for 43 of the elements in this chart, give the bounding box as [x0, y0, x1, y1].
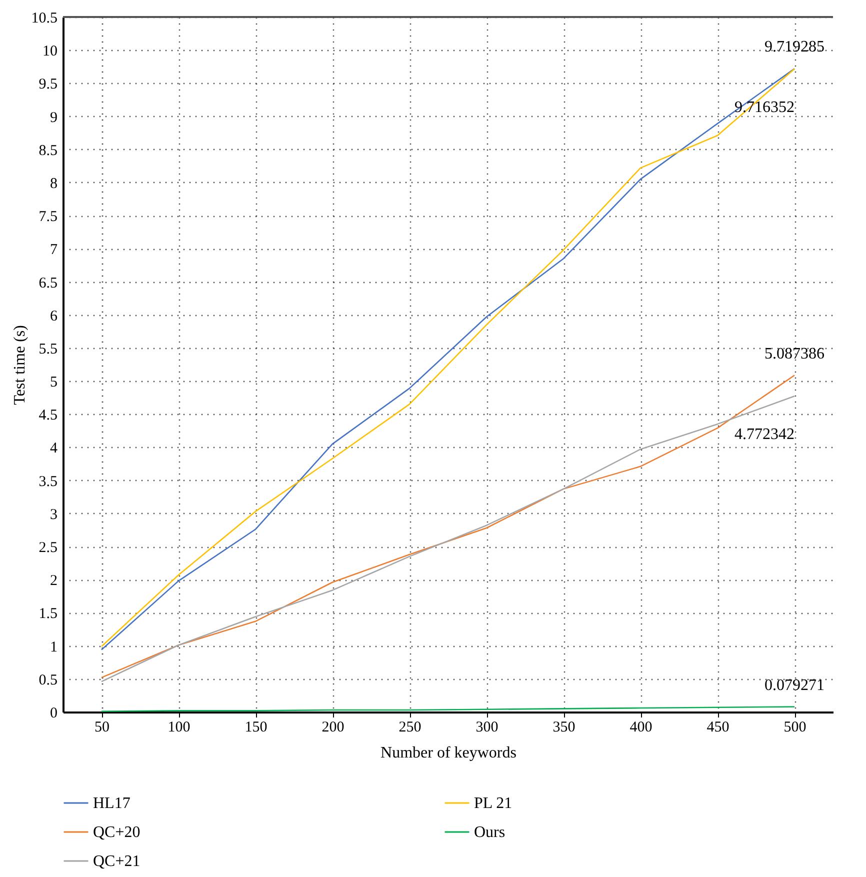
x-tick-label: 450	[706, 720, 730, 736]
y-tick-label: 3.5	[38, 474, 58, 490]
y-tick-label: 10	[42, 44, 58, 60]
y-tick-label: 10.5	[31, 10, 58, 26]
y-axis-title: Test time (s)	[11, 325, 28, 405]
data-label: 4.772342	[734, 426, 794, 444]
data-label: 0.079271	[764, 676, 824, 694]
x-tick-label: 300	[476, 720, 498, 736]
y-tick-label: 1	[50, 639, 58, 656]
legend-label: PL 21	[474, 795, 512, 812]
x-tick-label: 400	[630, 720, 652, 736]
y-tick-label: 2.5	[38, 540, 58, 556]
x-axis-title: Number of keywords	[380, 744, 516, 762]
y-tick-label: 2	[50, 573, 58, 590]
y-tick-label: 4.5	[38, 408, 58, 424]
y-tick-label: 7	[50, 242, 58, 258]
y-tick-label: 6.5	[38, 275, 58, 292]
data-label: 9.719285	[764, 38, 824, 56]
x-tick-label: 100	[168, 720, 190, 736]
y-tick-label: 8	[50, 176, 58, 192]
x-tick-label: 250	[398, 720, 422, 736]
legend-label: QC+21	[93, 853, 140, 870]
y-tick-label: 5.5	[38, 341, 58, 358]
y-tick-label: 9.5	[38, 76, 58, 93]
y-tick-label: 3	[50, 506, 58, 523]
x-tick-label: 200	[322, 720, 344, 736]
y-tick-label: 6	[50, 308, 58, 324]
y-tick-label: 4	[50, 440, 58, 457]
legend-label: Ours	[474, 824, 506, 841]
x-tick-label: 500	[784, 720, 806, 736]
x-tick-label: 50	[94, 720, 110, 736]
x-tick-label: 150	[244, 720, 268, 736]
x-tick-label: 350	[552, 720, 576, 736]
y-tick-label: 0.5	[38, 672, 58, 688]
y-tick-label: 1.5	[38, 606, 58, 622]
y-tick-label: 7.5	[38, 209, 58, 226]
y-tick-label: 0	[50, 706, 58, 722]
y-tick-label: 5	[50, 374, 58, 391]
legend-label: HL17	[93, 795, 130, 812]
y-tick-label: 8.5	[38, 142, 58, 159]
legend-label: QC+20	[93, 824, 140, 841]
y-tick-label: 9	[50, 110, 58, 126]
data-label: 5.087386	[764, 345, 824, 362]
